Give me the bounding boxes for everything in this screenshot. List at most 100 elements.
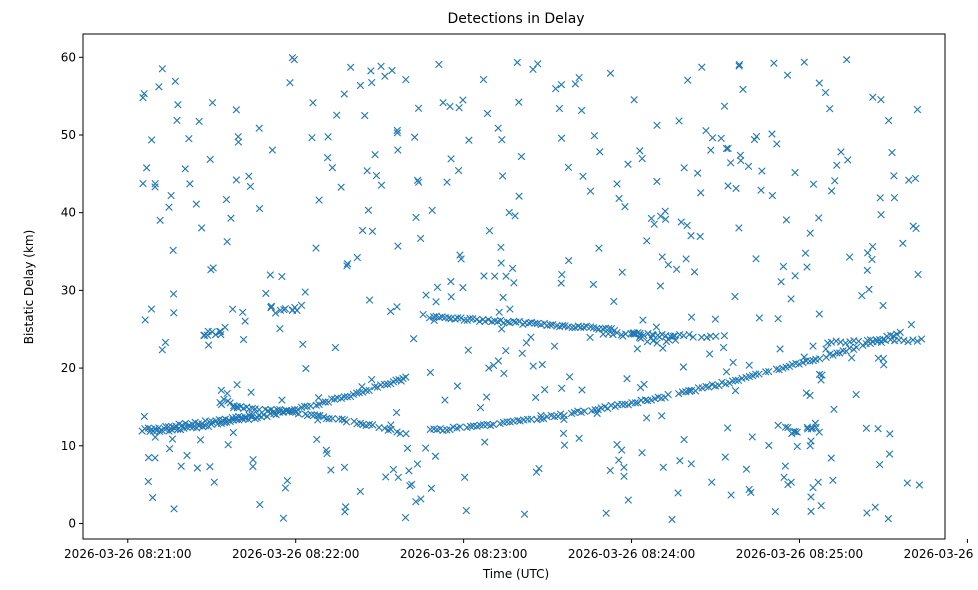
data-point xyxy=(165,203,173,211)
data-point xyxy=(863,509,871,517)
data-point xyxy=(161,338,170,347)
data-point xyxy=(466,422,475,431)
data-point xyxy=(421,444,430,452)
data-point xyxy=(877,96,885,104)
data-point xyxy=(630,96,638,104)
data-point xyxy=(271,309,280,317)
data-point xyxy=(232,416,241,424)
data-point xyxy=(698,384,706,392)
data-point xyxy=(768,130,776,138)
data-point xyxy=(444,314,453,322)
data-point xyxy=(900,336,908,345)
data-point xyxy=(497,243,505,252)
data-point xyxy=(482,393,491,401)
data-point xyxy=(679,363,688,371)
data-point xyxy=(384,426,392,434)
data-point xyxy=(183,451,191,460)
data-point xyxy=(481,438,489,446)
data-point xyxy=(557,134,566,142)
data-point xyxy=(510,317,518,326)
data-point xyxy=(721,453,729,461)
data-point xyxy=(142,164,151,172)
data-point xyxy=(852,390,860,399)
data-point xyxy=(827,454,835,462)
data-point xyxy=(817,376,825,384)
data-point xyxy=(653,339,661,347)
data-point xyxy=(610,297,618,306)
data-point xyxy=(460,316,468,324)
data-point xyxy=(413,176,422,185)
data-point xyxy=(830,405,838,414)
data-point xyxy=(557,279,565,287)
data-point xyxy=(636,147,644,155)
data-point xyxy=(638,154,646,163)
data-point xyxy=(476,421,484,429)
data-point xyxy=(590,131,599,140)
data-point xyxy=(324,133,332,141)
data-point xyxy=(879,301,887,310)
data-point xyxy=(356,81,365,90)
data-point xyxy=(845,344,854,352)
data-point xyxy=(498,135,506,144)
data-points xyxy=(138,53,926,524)
data-point xyxy=(687,313,696,321)
data-point xyxy=(782,216,791,224)
data-point xyxy=(589,280,598,289)
data-point xyxy=(456,423,464,431)
data-point xyxy=(564,163,573,172)
y-tick-label: 30 xyxy=(61,283,76,297)
data-point xyxy=(491,317,499,325)
data-point xyxy=(872,336,881,344)
data-point xyxy=(564,256,573,265)
data-point xyxy=(752,255,760,263)
data-point xyxy=(787,295,795,303)
data-point xyxy=(643,338,652,346)
data-point xyxy=(682,255,690,263)
data-point xyxy=(520,510,529,518)
data-point xyxy=(757,186,765,194)
data-point xyxy=(653,177,661,186)
data-point xyxy=(814,478,822,486)
data-point xyxy=(276,405,284,414)
data-point xyxy=(618,400,626,409)
data-point xyxy=(346,63,355,72)
data-point xyxy=(314,394,323,402)
data-point xyxy=(531,393,540,402)
data-point xyxy=(394,242,402,250)
data-point xyxy=(321,398,330,406)
data-point xyxy=(815,355,824,363)
data-point xyxy=(659,463,667,472)
data-point xyxy=(402,430,410,438)
data-point xyxy=(246,182,255,191)
data-point xyxy=(358,382,366,391)
data-point xyxy=(913,337,922,345)
data-point xyxy=(675,389,683,398)
data-point xyxy=(490,272,499,280)
data-point xyxy=(847,354,856,362)
data-point xyxy=(550,342,559,350)
data-point xyxy=(422,291,430,299)
data-point xyxy=(831,177,839,185)
data-point xyxy=(642,414,651,422)
data-point xyxy=(652,323,661,331)
data-point xyxy=(155,424,163,432)
data-point xyxy=(694,384,703,392)
data-point xyxy=(151,454,159,462)
x-axis: 2026-03-26 08:21:00 2026-03-26 08:22:00 20… xyxy=(64,539,978,561)
data-point xyxy=(685,330,693,339)
data-point xyxy=(228,414,237,422)
data-point xyxy=(309,99,317,107)
data-point xyxy=(229,305,237,313)
data-point xyxy=(606,69,615,77)
data-point xyxy=(178,421,186,429)
data-point xyxy=(708,134,717,142)
data-point xyxy=(817,501,825,510)
data-point xyxy=(338,415,346,423)
data-point xyxy=(593,409,601,418)
data-point xyxy=(529,65,537,74)
data-point xyxy=(781,423,790,431)
data-point xyxy=(702,126,710,135)
data-point xyxy=(720,332,729,340)
data-point xyxy=(784,480,792,489)
data-point xyxy=(158,346,166,354)
